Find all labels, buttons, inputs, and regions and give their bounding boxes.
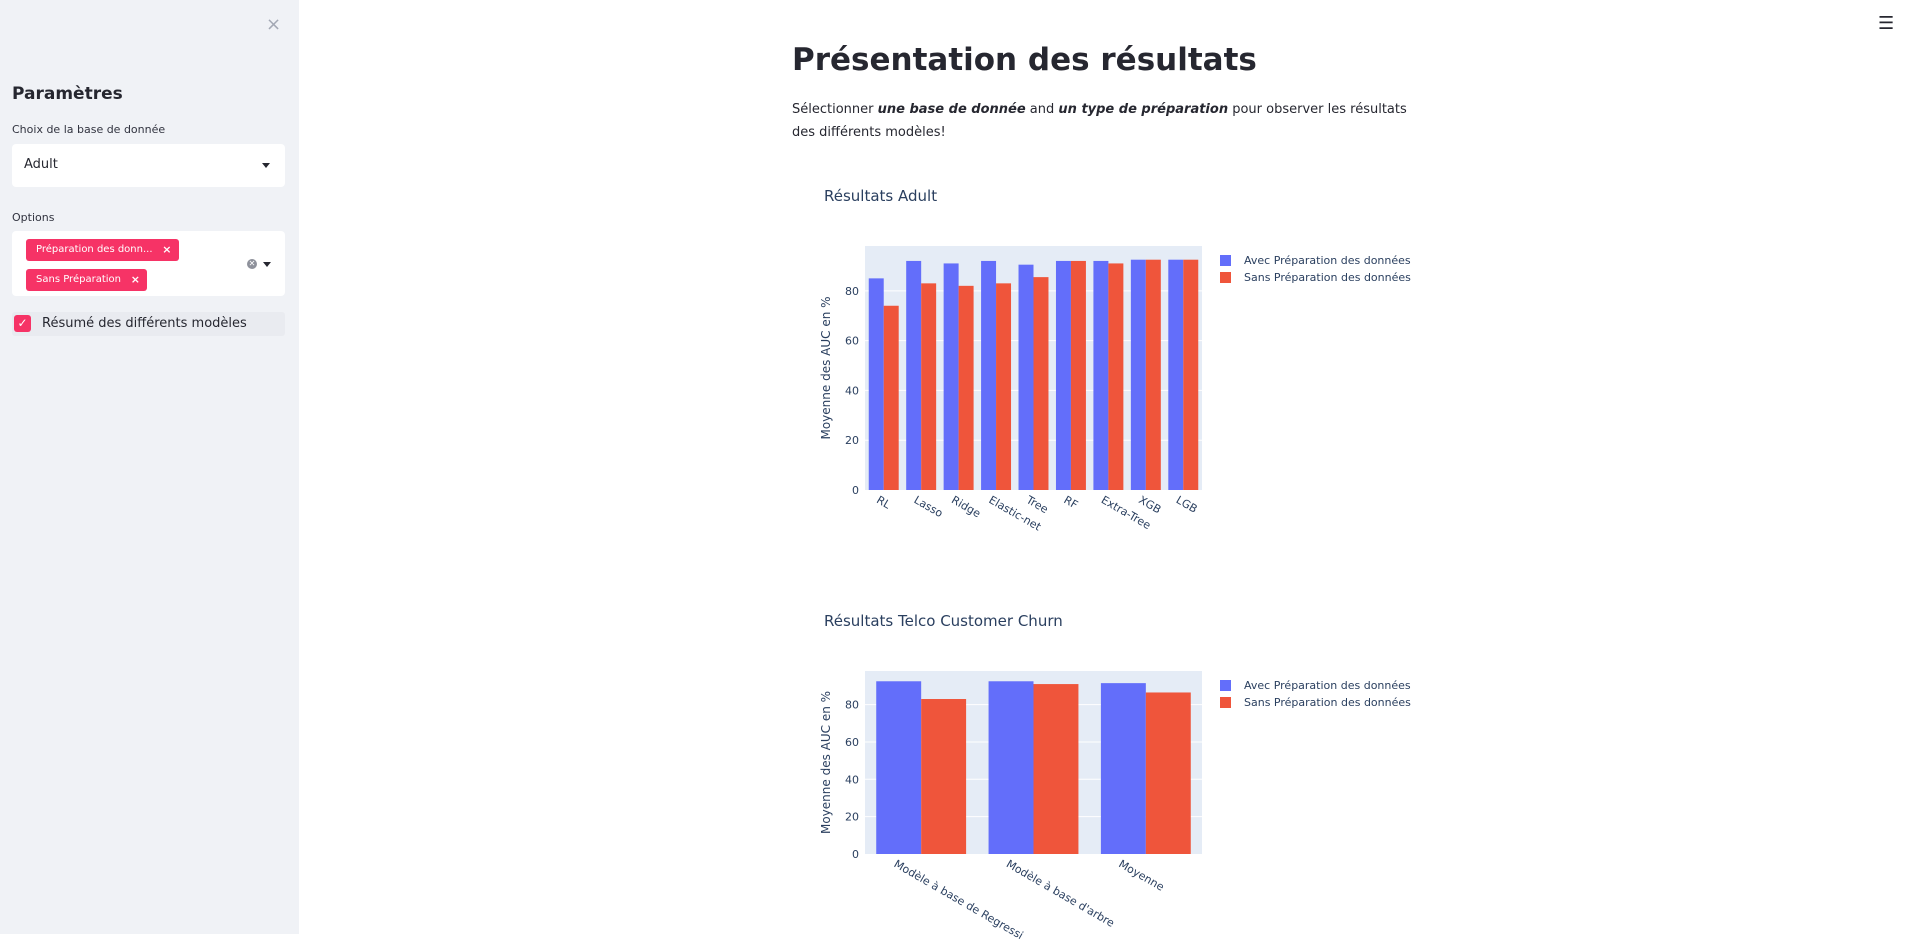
intro-part: and — [1025, 102, 1059, 117]
y-tick-label: 0 — [852, 848, 859, 861]
y-axis-label: Moyenne des AUC en % — [819, 296, 833, 439]
sidebar: × Paramètres Choix de la base de donnée … — [0, 0, 299, 934]
summary-checkbox-label[interactable]: Résumé des différents modèles — [42, 316, 247, 331]
legend-swatch — [1220, 255, 1231, 266]
y-tick-label: 20 — [845, 811, 859, 824]
bar — [1093, 260, 1109, 490]
database-select-value: Adult — [24, 157, 58, 172]
intro-text: Sélectionner une base de donnée and un t… — [792, 98, 1432, 144]
y-tick-label: 80 — [845, 285, 859, 298]
remove-tag-icon[interactable]: × — [162, 243, 172, 256]
options-label: Options — [12, 211, 55, 224]
bar — [1145, 692, 1191, 854]
legend-item: Avec Préparation des données — [1244, 679, 1411, 692]
database-select[interactable]: Adult — [12, 144, 285, 187]
bar — [876, 681, 922, 854]
bar — [1033, 277, 1049, 490]
x-tick-label: Lasso — [912, 493, 946, 520]
legend-swatch — [1220, 697, 1231, 708]
bar — [868, 278, 884, 490]
bar — [921, 283, 937, 490]
y-tick-label: 60 — [845, 335, 859, 348]
bar — [1100, 683, 1146, 854]
bar — [1033, 684, 1079, 854]
bar — [1018, 264, 1034, 490]
bar — [906, 260, 922, 490]
options-tag-label: Sans Préparation — [36, 274, 121, 285]
bar — [981, 260, 997, 490]
y-tick-label: 0 — [852, 484, 859, 497]
bar — [883, 305, 899, 490]
intro-part: Sélectionner — [792, 102, 878, 117]
bar — [1168, 259, 1184, 490]
x-tick-label: LGB — [1174, 493, 1200, 515]
chart-adult: Résultats Adult 0 20 40 60 80 Moyenne des AUC … — [819, 187, 1411, 534]
bar — [943, 263, 959, 490]
page-title: Présentation des résultats — [792, 42, 1257, 78]
summary-checkbox[interactable]: ✓ — [14, 315, 31, 332]
legend-swatch — [1220, 272, 1231, 283]
close-sidebar-icon[interactable]: × — [266, 14, 282, 35]
chevron-down-icon[interactable] — [263, 262, 271, 267]
y-tick-label: 20 — [845, 434, 859, 447]
bar — [921, 699, 967, 854]
options-tag-label: Préparation des donn... — [36, 244, 153, 255]
y-tick-label: 80 — [845, 699, 859, 712]
bar — [1183, 259, 1199, 490]
bar — [1055, 260, 1071, 490]
legend-swatch — [1220, 680, 1231, 691]
x-tick-label: Moyenne — [1116, 857, 1166, 893]
legend-item: Avec Préparation des données — [1244, 254, 1411, 267]
y-axis-label: Moyenne des AUC en % — [819, 691, 833, 834]
legend-item: Sans Préparation des données — [1244, 696, 1411, 709]
options-tag-sans-preparation: Sans Préparation × — [26, 269, 147, 291]
bar — [1070, 260, 1086, 490]
clear-all-icon[interactable]: ✕ — [247, 259, 257, 269]
summary-checkbox-row[interactable]: ✓ Résumé des différents modèles — [12, 312, 285, 336]
intro-emphasis: un type de préparation — [1058, 102, 1229, 117]
bar — [1145, 259, 1161, 490]
bar — [1108, 263, 1124, 490]
options-tag-preparation: Préparation des donn... × — [26, 239, 179, 261]
database-select-label: Choix de la base de donnée — [12, 123, 166, 136]
y-tick-label: 60 — [845, 736, 859, 749]
x-tick-label: Modèle à base de Regressi — [892, 857, 1026, 942]
y-tick-label: 40 — [845, 773, 859, 786]
bar — [996, 283, 1012, 490]
bar — [1130, 259, 1146, 490]
legend-item: Sans Préparation des données — [1244, 271, 1411, 284]
bar — [988, 681, 1034, 854]
remove-tag-icon[interactable]: × — [130, 273, 140, 286]
chart-telco: Résultats Telco Customer Churn 0 20 40 60 80 M… — [819, 612, 1411, 942]
x-tick-label: RL — [874, 493, 893, 512]
options-multiselect[interactable]: Préparation des donn... × Sans Préparati… — [12, 231, 285, 296]
bar — [958, 285, 974, 490]
chart-title: Résultats Telco Customer Churn — [824, 612, 1063, 630]
intro-emphasis: une base de donnée — [877, 102, 1026, 117]
y-tick-label: 40 — [845, 384, 859, 397]
x-tick-label: Modèle à base d'arbre — [1004, 857, 1117, 930]
x-tick-label: Ridge — [949, 493, 983, 520]
sidebar-title: Paramètres — [12, 84, 123, 104]
x-tick-label: RF — [1061, 493, 1080, 511]
intro-part: pour observer les résultats des différen… — [792, 102, 1407, 140]
hamburger-menu-icon[interactable]: ☰ — [1878, 13, 1895, 34]
chart-title: Résultats Adult — [824, 187, 937, 205]
chevron-down-icon[interactable] — [262, 163, 270, 168]
